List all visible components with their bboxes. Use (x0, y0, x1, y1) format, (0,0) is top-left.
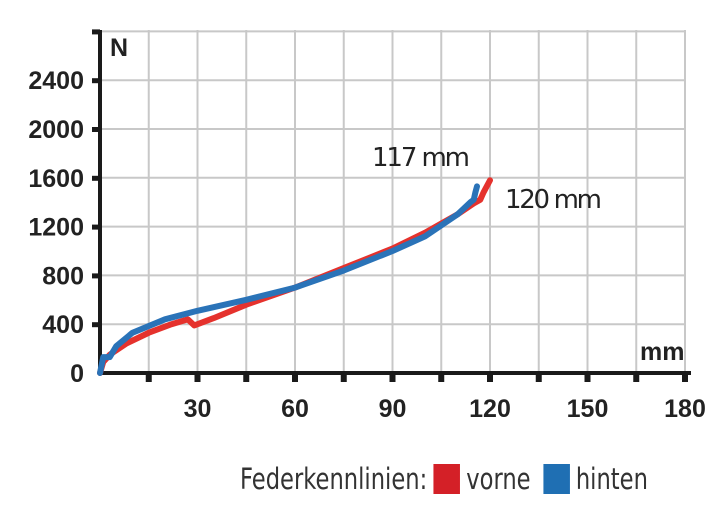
legend-swatch-vorne (433, 464, 460, 494)
x-tick-mark (633, 373, 640, 382)
series-line-hinten (97, 183, 480, 376)
x-tick-label: 180 (664, 395, 706, 423)
legend-swatch-hinten (543, 464, 570, 494)
x-tick-mark (535, 373, 542, 382)
series-lines (97, 177, 493, 376)
x-tick-label: 150 (567, 395, 609, 423)
y-axis-label: N (110, 34, 128, 62)
y-tick-mark (92, 29, 100, 35)
y-tick-mark (92, 175, 100, 181)
x-tick-mark (194, 373, 201, 382)
y-tick-mark (92, 127, 100, 132)
legend-title: Federkennlinien: (240, 462, 428, 496)
x-tick-mark (292, 373, 298, 382)
y-tick-label: 2000 (28, 116, 84, 144)
y-tick-label: 1200 (28, 214, 84, 242)
y-tick-mark (92, 224, 100, 230)
x-tick-mark (487, 373, 493, 382)
x-tick-label: 90 (379, 395, 407, 423)
annotation-117mm: 117 mm (372, 143, 470, 173)
axes: 0 400 800 1200 1600 2000 2400 30 60 90 120 150 180 (28, 29, 706, 423)
legend-label-vorne: vorne (466, 462, 531, 496)
y-tick-label: 1600 (28, 165, 84, 193)
x-tick-mark (438, 373, 445, 382)
x-tick-label: 120 (469, 395, 511, 423)
x-tick-mark (145, 373, 152, 382)
y-tick-mark (92, 322, 100, 328)
annotation-120mm: 120 mm (505, 185, 602, 215)
y-tick-label: 800 (42, 262, 84, 290)
x-axis-label: mm (640, 338, 684, 366)
x-tick-mark (682, 373, 688, 382)
x-tick-mark (584, 373, 591, 382)
x-tick-mark (243, 373, 250, 382)
y-tick-label: 400 (42, 311, 84, 339)
x-tick-mark (389, 373, 396, 382)
x-tick-label: 30 (184, 395, 212, 423)
legend: Federkennlinien: vorne hinten (240, 462, 648, 496)
y-tick-label: 0 (70, 360, 84, 388)
y-tick-mark (92, 78, 100, 84)
y-tick-mark (92, 273, 100, 279)
grid (100, 30, 686, 373)
y-tick-label: 2400 (28, 67, 84, 95)
x-tick-mark (340, 373, 347, 382)
legend-label-hinten: hinten (575, 462, 648, 496)
x-tick-label: 60 (281, 395, 309, 423)
